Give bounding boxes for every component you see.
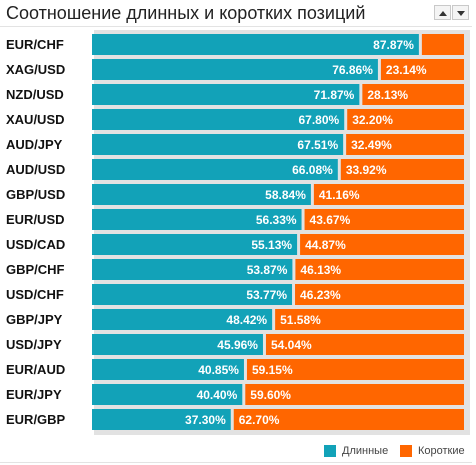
short-bar (362, 84, 464, 105)
category-label: EUR/AUD (6, 362, 65, 377)
short-value-label: 54.04% (271, 338, 312, 352)
long-value-label: 37.30% (185, 413, 226, 427)
category-label: AUD/USD (6, 162, 65, 177)
scroll-up-button[interactable] (434, 5, 451, 20)
long-bar (92, 34, 419, 55)
triangle-down-icon (457, 11, 465, 16)
bar-chart: EUR/CHF 87.87% XAG/USD 76.86% 23.14% NZD/USD 7… (6, 34, 464, 430)
category-label: GBP/CHF (6, 262, 65, 277)
scroll-down-button[interactable] (452, 5, 469, 20)
legend-swatch-short (400, 445, 412, 457)
chart-frame (0, 26, 472, 431)
short-value-label: 59.60% (250, 388, 291, 402)
legend-label-short: Короткие (418, 445, 465, 457)
short-value-label: 46.23% (300, 288, 341, 302)
short-value-label: 51.58% (280, 313, 321, 327)
short-bar (380, 59, 464, 80)
short-value-label: 32.20% (352, 113, 393, 127)
long-bar (92, 209, 302, 230)
short-bar (246, 359, 464, 380)
short-bar (300, 234, 464, 255)
category-label: USD/JPY (6, 337, 62, 352)
long-bar (92, 184, 311, 205)
long-bar (92, 159, 338, 180)
category-label: GBP/JPY (6, 312, 63, 327)
long-bar (92, 409, 231, 430)
short-value-label: 23.14% (386, 63, 427, 77)
long-bar (92, 359, 244, 380)
long-value-label: 40.40% (197, 388, 238, 402)
triangle-up-icon (439, 11, 447, 16)
long-value-label: 71.87% (314, 88, 355, 102)
short-bar (347, 109, 464, 130)
long-bar (92, 234, 298, 255)
category-label: EUR/USD (6, 212, 65, 227)
long-value-label: 87.87% (373, 38, 414, 52)
long-value-label: 40.85% (198, 363, 239, 377)
long-bar (92, 334, 263, 355)
long-bar (92, 109, 345, 130)
category-label: XAU/USD (6, 112, 65, 127)
category-label: GBP/USD (6, 187, 65, 202)
long-value-label: 53.77% (246, 288, 287, 302)
category-label: EUR/JPY (6, 387, 62, 402)
short-bar (295, 284, 464, 305)
short-value-label: 59.15% (252, 363, 293, 377)
short-bar (265, 334, 464, 355)
short-value-label: 41.16% (319, 188, 360, 202)
short-value-label: 32.49% (351, 138, 392, 152)
long-value-label: 53.87% (247, 263, 288, 277)
short-value-label: 43.67% (310, 213, 351, 227)
long-bar (92, 134, 344, 155)
long-value-label: 67.51% (297, 138, 338, 152)
legend-swatch-long (324, 445, 336, 457)
short-value-label: 28.13% (367, 88, 408, 102)
long-value-label: 67.80% (299, 113, 340, 127)
short-value-label: 46.13% (300, 263, 341, 277)
long-bar (92, 59, 378, 80)
short-bar (295, 259, 464, 280)
long-value-label: 66.08% (292, 163, 333, 177)
short-value-label: 33.92% (346, 163, 387, 177)
long-value-label: 56.33% (256, 213, 297, 227)
long-value-label: 58.84% (265, 188, 306, 202)
legend-label-long: Длинные (342, 445, 389, 457)
short-bar (275, 309, 464, 330)
long-value-label: 45.96% (217, 338, 258, 352)
long-bar (92, 84, 360, 105)
category-label: NZD/USD (6, 87, 64, 102)
short-bar (340, 159, 464, 180)
category-label: EUR/GBP (6, 412, 66, 427)
long-bar (92, 384, 243, 405)
long-value-label: 55.13% (251, 238, 292, 252)
long-value-label: 76.86% (332, 63, 373, 77)
short-bar (245, 384, 464, 405)
short-value-label: 62.70% (239, 413, 280, 427)
category-label: EUR/CHF (6, 37, 64, 52)
bottom-divider (0, 462, 472, 463)
short-bar (313, 184, 464, 205)
short-bar (233, 409, 464, 430)
long-bar (92, 309, 273, 330)
category-label: AUD/JPY (6, 137, 63, 152)
chart-title: Соотношение длинных и коротких позиций (6, 3, 366, 23)
short-value-label: 44.87% (305, 238, 346, 252)
category-label: USD/CAD (6, 237, 65, 252)
category-label: XAG/USD (6, 62, 65, 77)
short-bar (421, 34, 464, 55)
category-label: USD/CHF (6, 287, 64, 302)
long-bar (92, 284, 293, 305)
short-bar (304, 209, 464, 230)
long-value-label: 48.42% (226, 313, 267, 327)
long-bar (92, 259, 293, 280)
short-bar (346, 134, 464, 155)
legend: Длинные Короткие (0, 444, 476, 460)
